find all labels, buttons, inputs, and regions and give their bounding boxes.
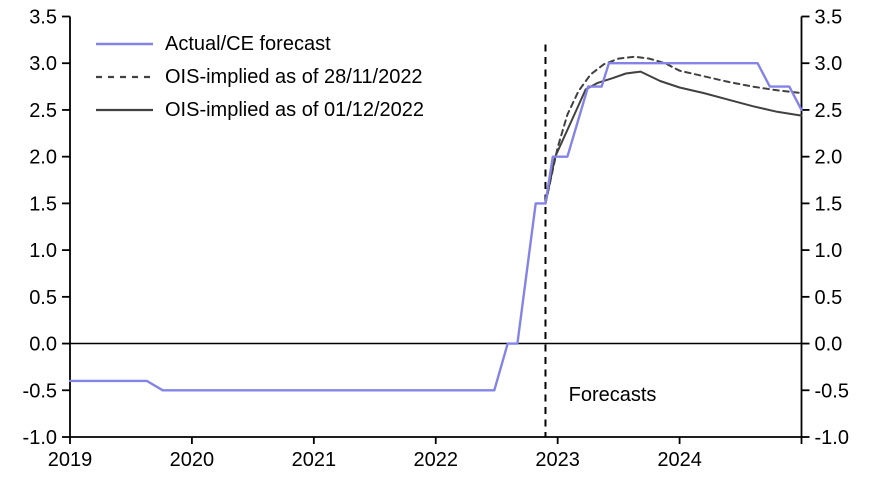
- legend-label: OIS-implied as of 28/11/2022: [165, 65, 423, 88]
- x-tick-label: 2024: [657, 449, 702, 471]
- y-tick-label-right: -0.5: [815, 380, 849, 402]
- x-tick-label: 2022: [414, 449, 459, 471]
- y-tick-label-right: 3.5: [815, 7, 843, 29]
- legend-item-ois-28-11: OIS-implied as of 28/11/2022: [96, 60, 424, 93]
- y-tick-label-right: 1.5: [815, 193, 843, 215]
- y-tick-label-left: 2.5: [29, 100, 57, 122]
- y-tick-label-left: 1.5: [29, 193, 57, 215]
- y-tick-label-right: 2.0: [815, 147, 843, 169]
- series-line-actual-ce-forecast: [68, 62, 803, 392]
- y-tick-label-right: -1.0: [815, 427, 849, 449]
- legend-line-sample-solid-blue: [96, 42, 153, 45]
- y-tick-label-right: 2.5: [815, 100, 843, 122]
- y-tick-label-right: 0.5: [815, 287, 843, 309]
- series-line-ois-implied-01-12-2022: [544, 70, 803, 205]
- x-tick-label: 2020: [170, 449, 215, 471]
- legend-item-actual-ce: Actual/CE forecast: [96, 27, 424, 60]
- y-tick-label-left: 3.5: [29, 7, 57, 29]
- y-tick-label-right: 1.0: [815, 240, 843, 262]
- forecast-annotation: Forecasts: [568, 383, 657, 406]
- legend-item-ois-01-12: OIS-implied as of 01/12/2022: [96, 93, 424, 126]
- legend-line-sample-dashed-gray: [96, 75, 153, 78]
- legend-label: Actual/CE forecast: [165, 32, 331, 55]
- y-tick-label-right: 3.0: [815, 53, 843, 75]
- y-tick-label-left: 0.5: [29, 287, 57, 309]
- x-tick-label: 2023: [535, 449, 580, 471]
- legend-line-sample-solid-gray: [96, 108, 153, 111]
- y-tick-label-left: -1.0: [23, 427, 57, 449]
- x-tick-label: 2021: [292, 449, 337, 471]
- series-line-ois-implied-28-11-2022: [544, 55, 803, 205]
- y-tick-label-left: 0.0: [29, 334, 57, 356]
- legend: Actual/CE forecast OIS-implied as of 28/…: [96, 27, 424, 126]
- legend-label: OIS-implied as of 01/12/2022: [165, 98, 425, 121]
- x-tick-label: 2019: [48, 449, 93, 471]
- y-tick-label-left: 2.0: [29, 147, 57, 169]
- y-tick-label-right: 0.0: [815, 334, 843, 356]
- y-tick-label-left: 1.0: [29, 240, 57, 262]
- y-tick-label-left: 3.0: [29, 53, 57, 75]
- y-tick-label-left: -0.5: [23, 380, 57, 402]
